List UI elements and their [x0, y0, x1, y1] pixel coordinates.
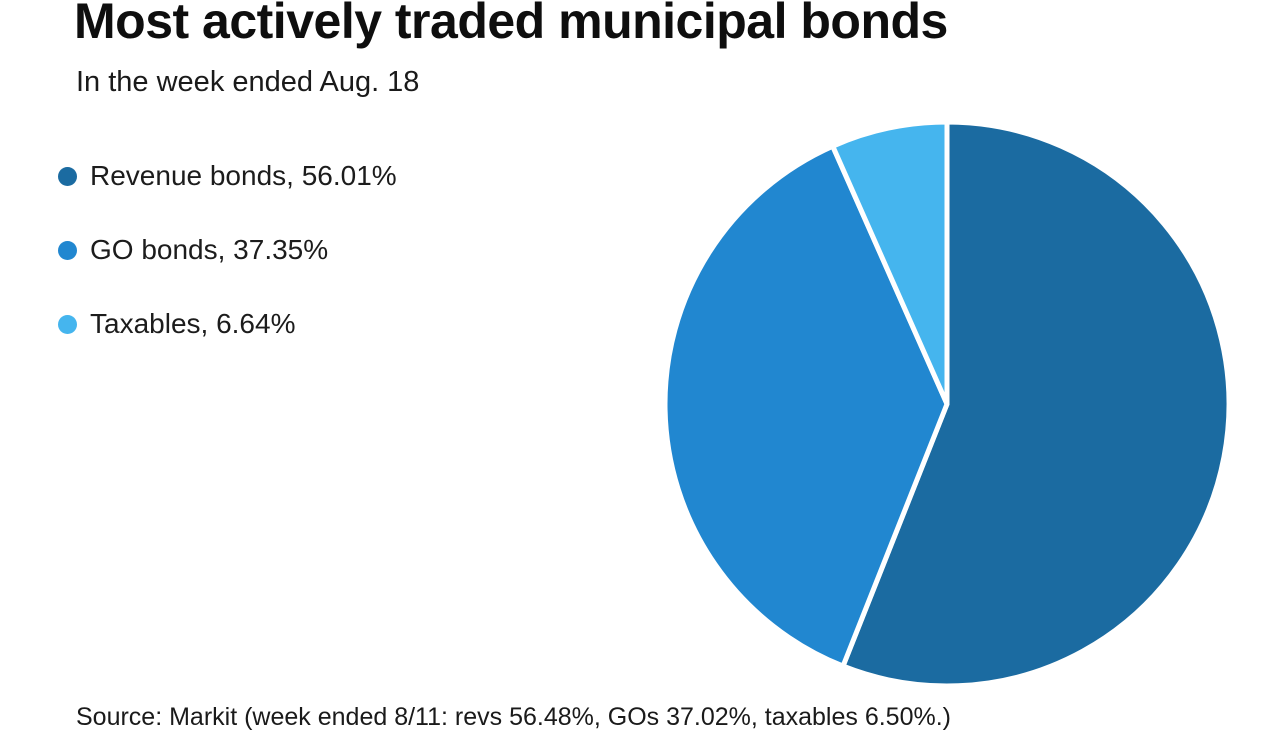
legend-dot-go-bonds — [58, 240, 77, 260]
pie-slice-taxables — [830, 119, 950, 407]
legend: Revenue bonds, 56.01% GO bonds, 37.35% T… — [58, 160, 397, 382]
legend-label-taxables: Taxables, 6.64% — [90, 308, 296, 339]
source-note: Source: Markit (week ended 8/11: revs 56… — [76, 703, 951, 731]
legend-item-revenue-bonds: Revenue bonds, 56.01% — [58, 160, 397, 192]
legend-item-go-bonds: GO bonds, 37.35% — [58, 234, 397, 266]
legend-item-taxables: Taxables, 6.64% — [58, 308, 397, 340]
pie-slice-revenue-bonds — [840, 119, 1232, 689]
chart-title: Most actively traded municipal bonds — [74, 0, 948, 49]
pie-slice-go-bonds — [662, 143, 950, 669]
legend-dot-revenue-bonds — [58, 166, 77, 186]
legend-label-go-bonds: GO bonds, 37.35% — [90, 234, 329, 265]
legend-dot-taxables — [58, 314, 77, 334]
chart-subtitle: In the week ended Aug. 18 — [76, 66, 420, 98]
legend-label-revenue-bonds: Revenue bonds, 56.01% — [90, 160, 397, 191]
